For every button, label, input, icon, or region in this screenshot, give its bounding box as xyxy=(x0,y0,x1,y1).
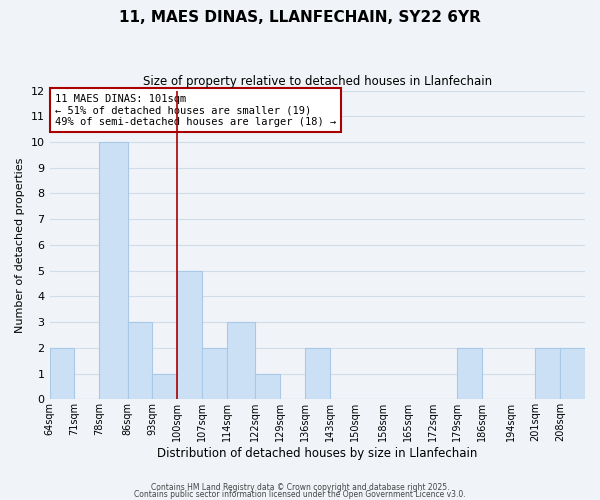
Bar xyxy=(457,348,482,400)
Bar xyxy=(177,270,202,400)
Y-axis label: Number of detached properties: Number of detached properties xyxy=(15,157,25,332)
Bar xyxy=(305,348,329,400)
Title: Size of property relative to detached houses in Llanfechain: Size of property relative to detached ho… xyxy=(143,75,492,88)
Text: 11, MAES DINAS, LLANFECHAIN, SY22 6YR: 11, MAES DINAS, LLANFECHAIN, SY22 6YR xyxy=(119,10,481,25)
Bar xyxy=(560,348,585,400)
Bar xyxy=(202,348,227,400)
Bar xyxy=(99,142,128,400)
X-axis label: Distribution of detached houses by size in Llanfechain: Distribution of detached houses by size … xyxy=(157,447,478,460)
Text: Contains HM Land Registry data © Crown copyright and database right 2025.: Contains HM Land Registry data © Crown c… xyxy=(151,484,449,492)
Text: Contains public sector information licensed under the Open Government Licence v3: Contains public sector information licen… xyxy=(134,490,466,499)
Bar xyxy=(50,348,74,400)
Bar xyxy=(128,322,152,400)
Bar xyxy=(152,374,177,400)
Text: 11 MAES DINAS: 101sqm
← 51% of detached houses are smaller (19)
49% of semi-deta: 11 MAES DINAS: 101sqm ← 51% of detached … xyxy=(55,94,336,127)
Bar xyxy=(255,374,280,400)
Bar xyxy=(535,348,560,400)
Bar xyxy=(227,322,255,400)
